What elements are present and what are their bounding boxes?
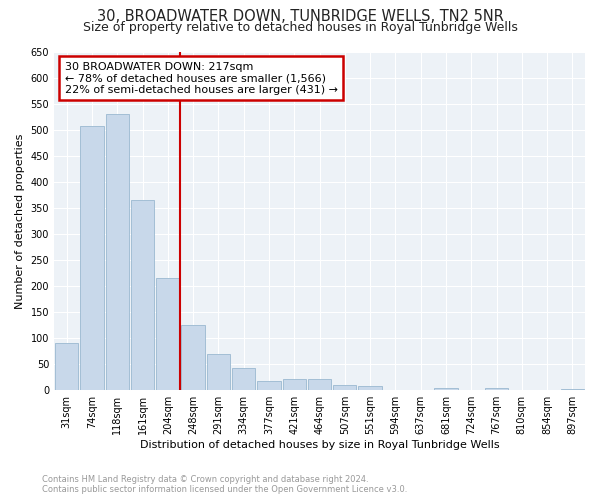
Text: Contains HM Land Registry data © Crown copyright and database right 2024.
Contai: Contains HM Land Registry data © Crown c… [42,474,407,494]
Text: 30, BROADWATER DOWN, TUNBRIDGE WELLS, TN2 5NR: 30, BROADWATER DOWN, TUNBRIDGE WELLS, TN… [97,9,503,24]
Y-axis label: Number of detached properties: Number of detached properties [15,133,25,308]
Bar [308,378,331,390]
Bar [232,368,256,390]
Bar [80,126,104,390]
Bar [55,344,79,390]
Bar [131,200,154,390]
X-axis label: Distribution of detached houses by size in Royal Tunbridge Wells: Distribution of detached houses by size … [140,440,499,450]
Bar [257,381,281,390]
Bar [561,388,584,390]
Bar [434,388,458,390]
Bar [181,325,205,390]
Text: 30 BROADWATER DOWN: 217sqm
← 78% of detached houses are smaller (1,566)
22% of s: 30 BROADWATER DOWN: 217sqm ← 78% of deta… [65,62,338,95]
Bar [333,385,356,390]
Bar [358,386,382,390]
Bar [156,278,179,390]
Bar [283,378,306,390]
Text: Size of property relative to detached houses in Royal Tunbridge Wells: Size of property relative to detached ho… [83,21,517,34]
Bar [485,388,508,390]
Bar [207,354,230,390]
Bar [106,114,129,390]
